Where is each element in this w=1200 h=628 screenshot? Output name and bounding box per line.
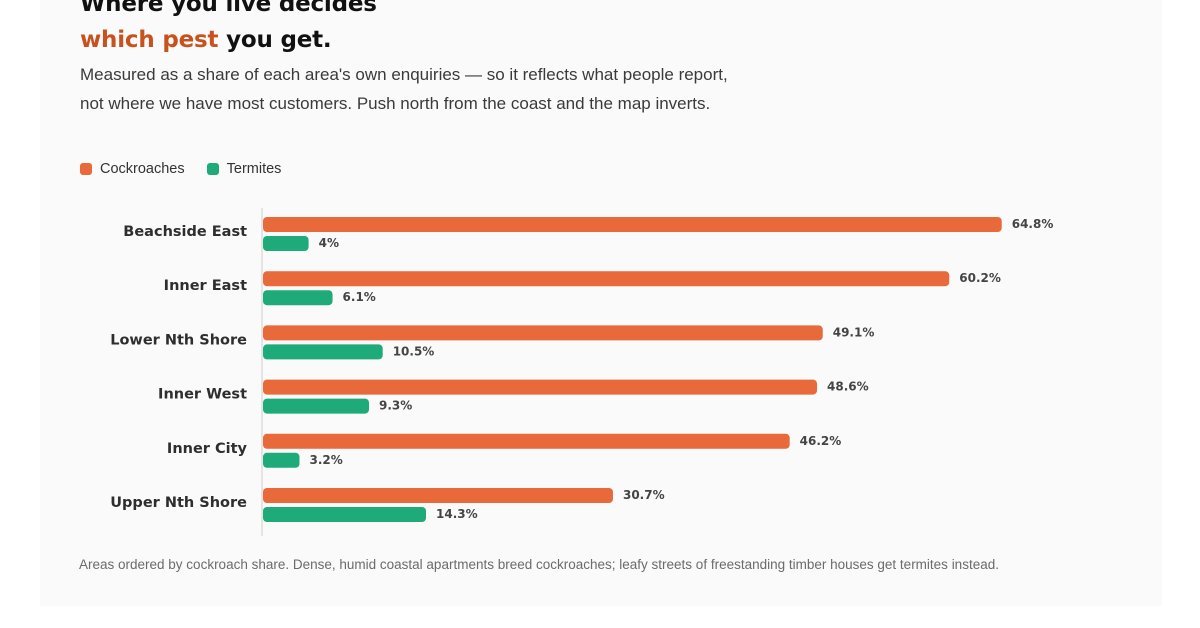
bar-termites-inner-east (263, 290, 333, 306)
legend-swatch-termites (206, 163, 219, 175)
bar-termites-inner-west (263, 398, 370, 414)
category-label-lower-nth-shore: Lower Nth Shore (110, 332, 247, 348)
category-label-inner-west: Inner West (158, 387, 247, 403)
title-line-1: Where you live decides (80, 0, 377, 17)
data-label-cockroaches-inner-city: 46.2% (800, 434, 842, 448)
title-accent: which pest (80, 27, 219, 53)
bar-cockroaches-inner-east (263, 271, 950, 287)
bar-cockroaches-upper-nth-shore (263, 488, 613, 503)
title-rest: you get. (218, 27, 332, 53)
data-label-cockroaches-inner-west: 48.6% (827, 380, 869, 394)
data-label-cockroaches-inner-east: 60.2% (959, 271, 1001, 285)
data-label-cockroaches-lower-nth-shore: 49.1% (833, 325, 875, 339)
chart-title: Where you live decides which pest you ge… (80, 0, 377, 58)
category-label-beachside-east: Beachside East (123, 224, 247, 240)
data-label-termites-beachside-east: 4% (319, 236, 339, 250)
data-label-cockroaches-beachside-east: 64.8% (1012, 217, 1054, 231)
bar-cockroaches-lower-nth-shore (263, 325, 823, 341)
chart-footnote: Areas ordered by cockroach share. Dense,… (79, 557, 999, 572)
data-label-termites-inner-west: 9.3% (379, 399, 412, 413)
category-label-upper-nth-shore: Upper Nth Shore (110, 495, 247, 511)
category-label-inner-city: Inner City (167, 441, 248, 457)
legend-swatch-cockroaches (80, 163, 92, 175)
bar-cockroaches-inner-west (263, 379, 818, 395)
data-label-termites-lower-nth-shore: 10.5% (393, 344, 435, 358)
chart-legend: Cockroaches Termites (80, 161, 281, 177)
bar-termites-upper-nth-shore (263, 507, 427, 522)
data-label-termites-upper-nth-shore: 14.3% (436, 507, 478, 521)
data-label-termites-inner-city: 3.2% (309, 453, 342, 467)
bar-chart: Beachside East 64.8% 4% Inner East 60.2% 6.1%… (110, 208, 1054, 537)
chart-card (40, 0, 1162, 606)
chart-subtitle: Measured as a share of each area's own e… (80, 65, 728, 113)
legend-item-termites: Termites (206, 161, 282, 177)
bar-termites-lower-nth-shore (263, 344, 383, 360)
category-label-inner-east: Inner East (164, 278, 247, 294)
data-label-termites-inner-east: 6.1% (343, 290, 376, 304)
legend-label-cockroaches: Cockroaches (100, 161, 185, 177)
bar-termites-inner-city (263, 452, 300, 468)
bar-cockroaches-inner-city (263, 433, 790, 449)
bar-cockroaches-beachside-east (263, 217, 1002, 232)
bar-termites-beachside-east (263, 236, 309, 251)
legend-item-cockroaches: Cockroaches (80, 161, 185, 177)
data-label-cockroaches-upper-nth-shore: 30.7% (623, 488, 665, 502)
legend-label-termites: Termites (226, 161, 282, 177)
